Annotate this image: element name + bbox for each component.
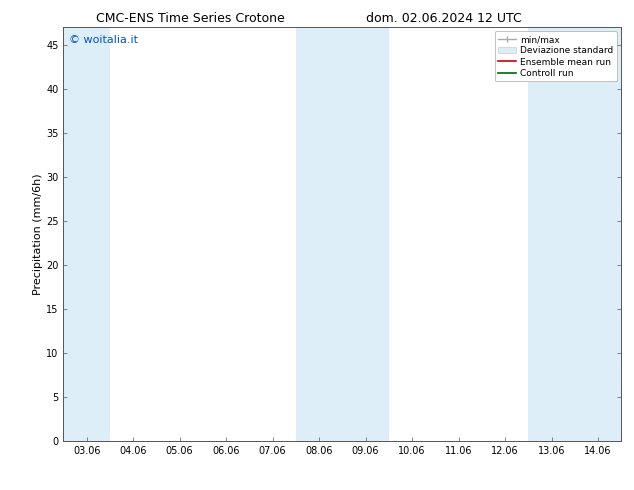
Y-axis label: Precipitation (mm/6h): Precipitation (mm/6h) bbox=[33, 173, 43, 295]
Legend: min/max, Deviazione standard, Ensemble mean run, Controll run: min/max, Deviazione standard, Ensemble m… bbox=[495, 31, 617, 81]
Bar bbox=[528, 27, 621, 441]
Bar bbox=[296, 27, 389, 441]
Text: CMC-ENS Time Series Crotone: CMC-ENS Time Series Crotone bbox=[96, 12, 285, 25]
Text: © woitalia.it: © woitalia.it bbox=[69, 35, 138, 45]
Bar bbox=[63, 27, 110, 441]
Text: dom. 02.06.2024 12 UTC: dom. 02.06.2024 12 UTC bbox=[366, 12, 522, 25]
